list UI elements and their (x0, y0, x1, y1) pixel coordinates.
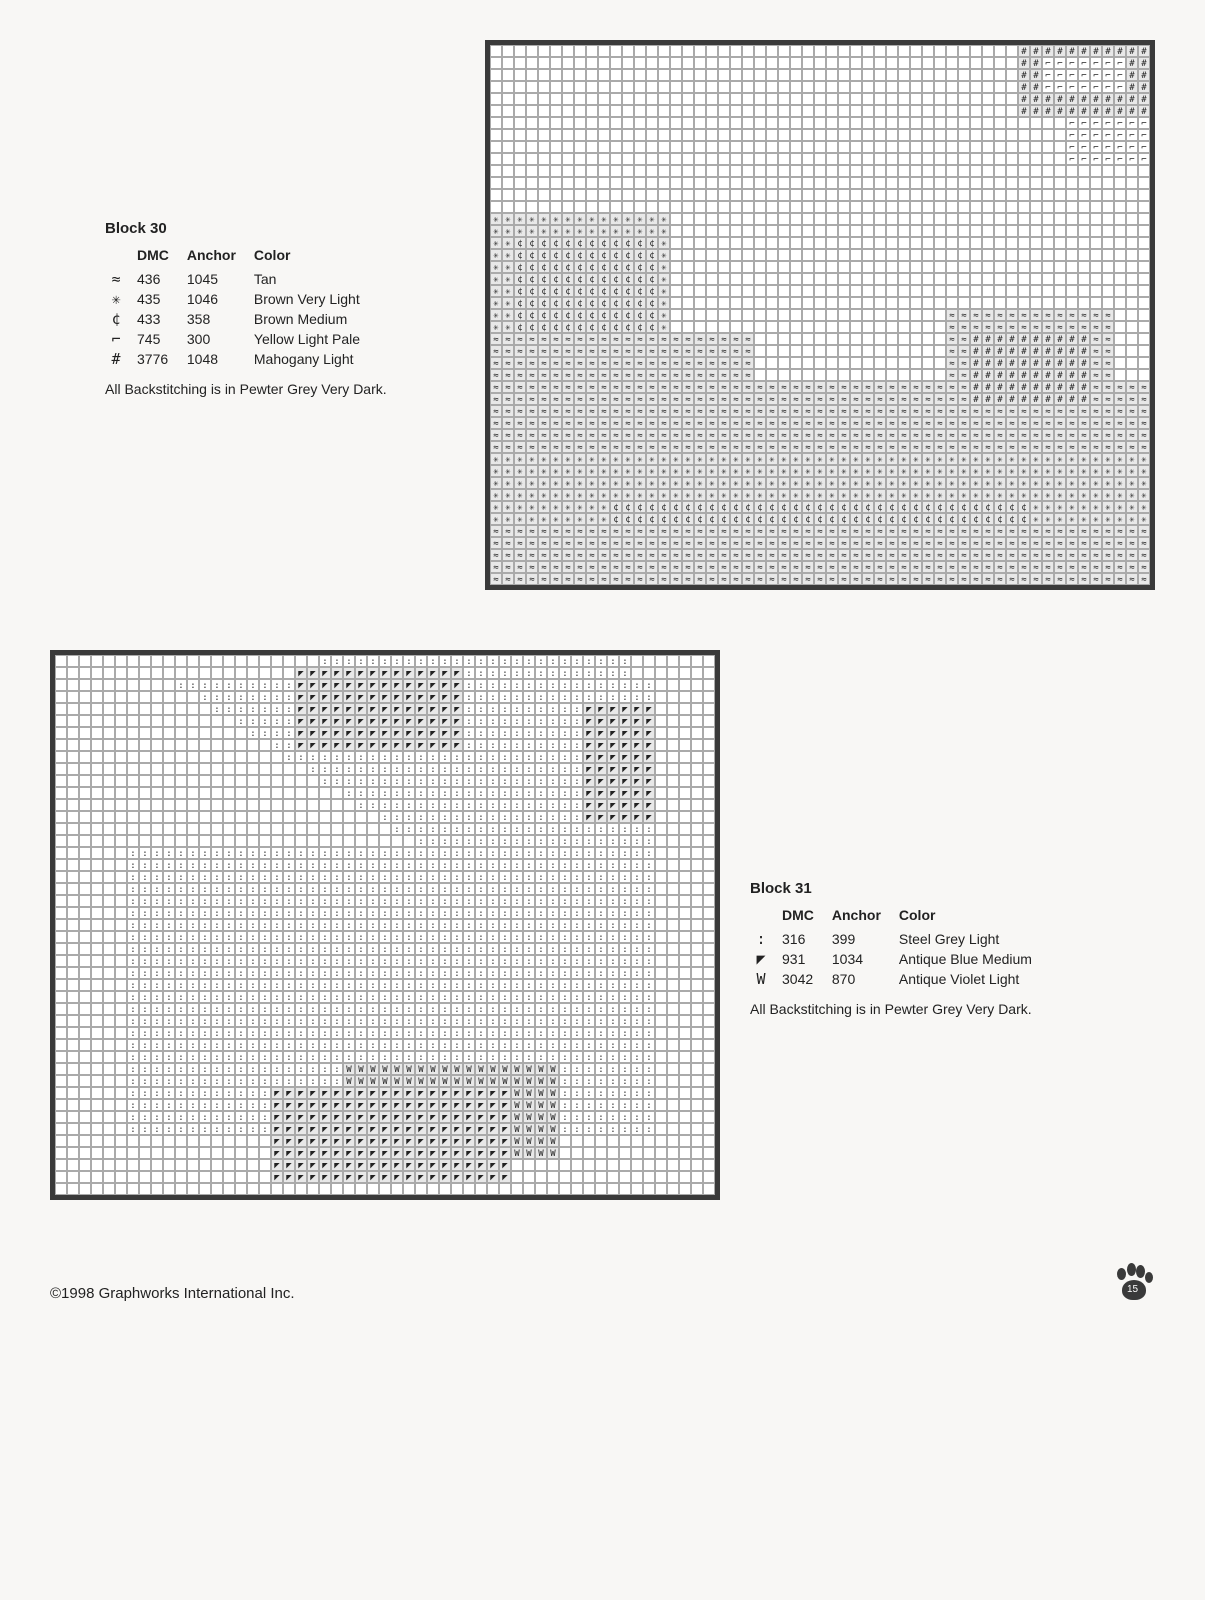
block30-chart: #############⌐⌐⌐⌐⌐⌐⌐####⌐⌐⌐⌐⌐⌐⌐####⌐⌐⌐⌐⌐… (490, 45, 1150, 585)
col-color: Color (899, 905, 1050, 929)
table-row: #37761048Mahogany Light (105, 349, 378, 369)
block31-chart-frame: ::::::::::::::::::::::::::◤◤◤◤◤◤◤◤◤◤◤◤◤◤… (50, 650, 720, 1200)
block30-color-key: DMC Anchor Color ≈4361045Tan✳4351046Brow… (105, 245, 378, 369)
block30-note: All Backstitching is in Pewter Grey Very… (105, 381, 465, 397)
block31-color-key: DMC Anchor Color :316399Steel Grey Light… (750, 905, 1050, 989)
block31-chart: ::::::::::::::::::::::::::◤◤◤◤◤◤◤◤◤◤◤◤◤◤… (55, 655, 715, 1195)
table-row: ◤9311034Antique Blue Medium (750, 949, 1050, 969)
table-row: ✳4351046Brown Very Light (105, 289, 378, 309)
table-row: ⌐745300Yellow Light Pale (105, 329, 378, 349)
col-anchor: Anchor (187, 245, 254, 269)
paw-icon: 15 (1113, 1260, 1155, 1302)
copyright: ©1998 Graphworks International Inc. (50, 1285, 295, 1302)
col-color: Color (254, 245, 378, 269)
col-symbol (105, 245, 137, 269)
col-dmc: DMC (782, 905, 832, 929)
col-symbol (750, 905, 782, 929)
col-dmc: DMC (137, 245, 187, 269)
table-row: :316399Steel Grey Light (750, 929, 1050, 949)
page-number: 15 (1127, 1284, 1138, 1295)
table-row: ¢433358Brown Medium (105, 309, 378, 329)
table-row: W3042870Antique Violet Light (750, 969, 1050, 989)
block30-chart-frame: #############⌐⌐⌐⌐⌐⌐⌐####⌐⌐⌐⌐⌐⌐⌐####⌐⌐⌐⌐⌐… (485, 40, 1155, 590)
table-row: ≈4361045Tan (105, 269, 378, 289)
block30-section: Block 30 DMC Anchor Color ≈4361045Tan✳43… (50, 40, 1155, 590)
block30-legend: Block 30 DMC Anchor Color ≈4361045Tan✳43… (105, 220, 465, 397)
block31-note: All Backstitching is in Pewter Grey Very… (750, 1001, 1110, 1017)
block30-title: Block 30 (105, 220, 465, 237)
block31-legend: Block 31 DMC Anchor Color :316399Steel G… (750, 880, 1110, 1017)
col-anchor: Anchor (832, 905, 899, 929)
block31-title: Block 31 (750, 880, 1110, 897)
block31-section: ::::::::::::::::::::::::::◤◤◤◤◤◤◤◤◤◤◤◤◤◤… (50, 650, 1155, 1200)
page-footer: ©1998 Graphworks International Inc. 15 (50, 1260, 1155, 1302)
